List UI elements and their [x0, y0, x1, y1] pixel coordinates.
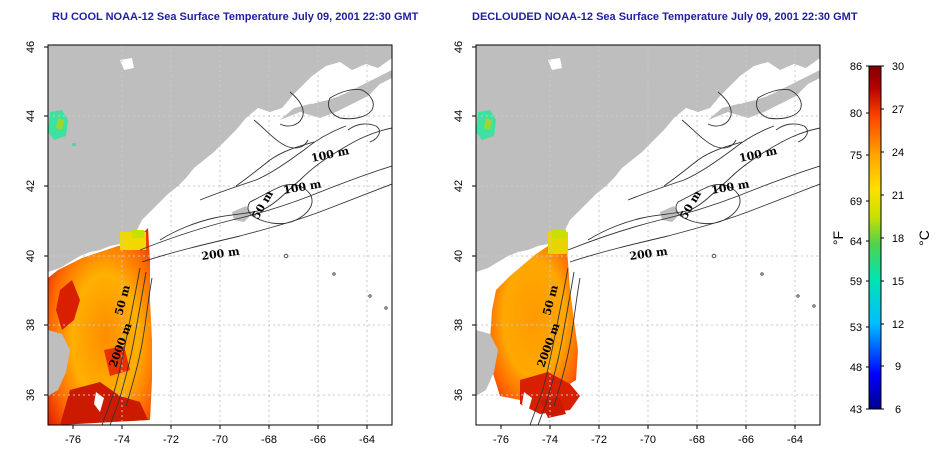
lon-tick-label: -66: [310, 434, 326, 446]
fahrenheit-tick: 43: [850, 404, 862, 416]
celsius-tick: 18: [892, 233, 904, 245]
right-map-title: DECLOUDED NOAA-12 Sea Surface Temperatur…: [472, 11, 858, 23]
lon-tick-label: -66: [738, 434, 754, 446]
lat-tick-label: 46: [453, 41, 465, 53]
colorbar-gradient: [868, 65, 882, 410]
fahrenheit-tick: 48: [850, 362, 862, 374]
fahrenheit-tick: 53: [850, 322, 862, 334]
lat-tick-label: 38: [25, 319, 37, 331]
lat-tick-label: 40: [25, 250, 37, 262]
lon-tick-label: -74: [114, 434, 130, 446]
celsius-tick: 24: [892, 147, 904, 159]
fahrenheit-tick: 75: [850, 150, 862, 162]
lon-tick-label: -76: [493, 434, 509, 446]
celsius-axis-label: °C: [916, 230, 932, 246]
lat-tick-label: 46: [25, 41, 37, 53]
left-map-title: RU COOL NOAA-12 Sea Surface Temperature …: [52, 11, 419, 23]
contour-label: 200 m: [629, 245, 669, 263]
celsius-tick: 21: [892, 190, 904, 202]
lon-tick-label: -68: [689, 434, 705, 446]
lat-tick-label: 36: [453, 389, 465, 401]
lon-tick-label: -74: [542, 434, 558, 446]
left-y-axis: [44, 46, 48, 396]
fahrenheit-tick: 64: [850, 236, 862, 248]
lat-tick-label: 38: [453, 319, 465, 331]
sst-data: [490, 236, 578, 400]
fahrenheit-tick: 59: [850, 276, 862, 288]
lon-tick-label: -64: [787, 434, 803, 446]
lat-tick-label: 44: [453, 110, 465, 122]
fahrenheit-tick: 86: [850, 61, 862, 73]
celsius-tick: 15: [892, 276, 904, 288]
lon-tick-label: -70: [640, 434, 656, 446]
left-x-axis: [72, 425, 368, 429]
lon-tick-label: -72: [591, 434, 607, 446]
celsius-tick: 9: [895, 361, 901, 373]
lon-tick-label: -68: [261, 434, 277, 446]
celsius-tick: 27: [892, 104, 904, 116]
lat-tick-label: 36: [25, 389, 37, 401]
celsius-tick: 6: [895, 404, 901, 416]
land-mass: [48, 45, 392, 272]
lon-tick-label: -70: [212, 434, 228, 446]
fahrenheit-tick: 69: [850, 196, 862, 208]
lat-tick-label: 44: [25, 110, 37, 122]
celsius-tick: 12: [892, 319, 904, 331]
celsius-tick: 30: [892, 61, 904, 73]
contour-label: 200 m: [201, 245, 241, 263]
lat-tick-label: 42: [453, 180, 465, 192]
lat-tick-label: 42: [25, 180, 37, 192]
fahrenheit-tick: 80: [850, 108, 862, 120]
lon-tick-label: -72: [163, 434, 179, 446]
lon-tick-label: -64: [359, 434, 375, 446]
fahrenheit-axis-label: °F: [830, 231, 846, 245]
lat-tick-label: 40: [453, 250, 465, 262]
bathymetry-contours: [101, 89, 392, 425]
lon-tick-label: -76: [65, 434, 81, 446]
